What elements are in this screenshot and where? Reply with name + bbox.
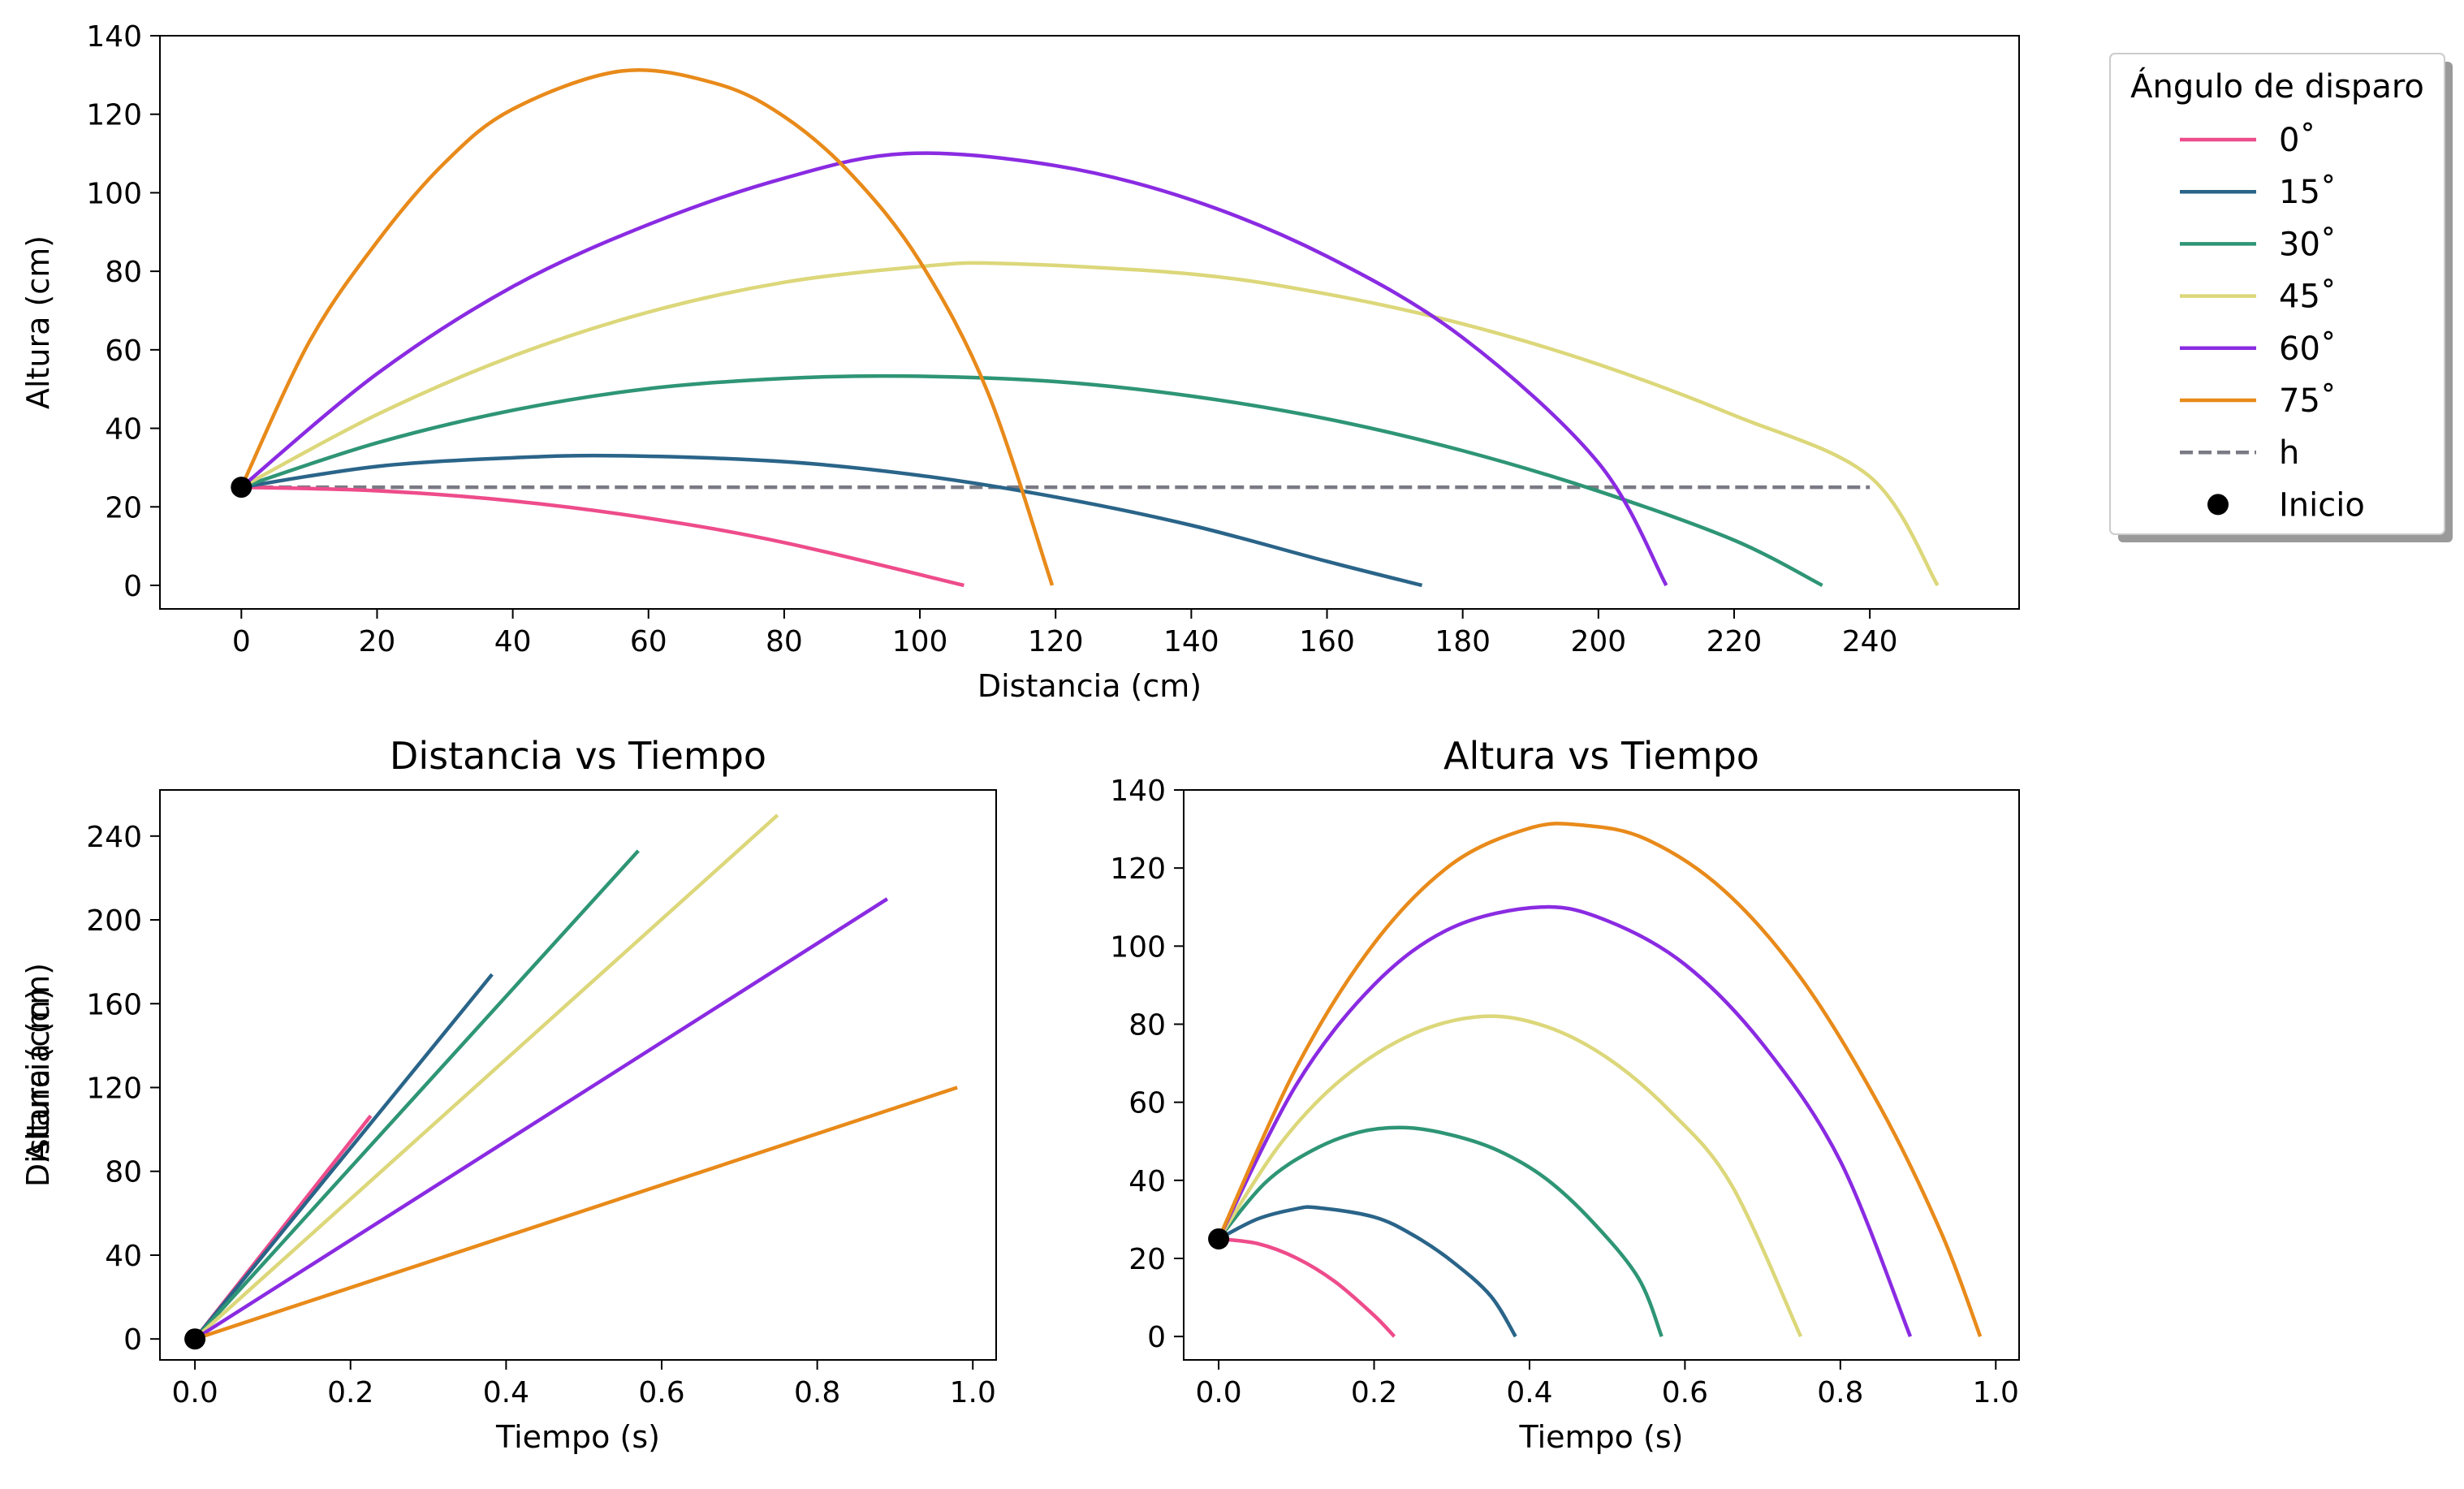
height-time-frame bbox=[1183, 789, 2020, 1361]
legend-title: Ángulo de disparo bbox=[2130, 67, 2424, 106]
distance-time-xtick-label: 1.0 bbox=[950, 1376, 996, 1409]
height-time-xtick-label: 0.2 bbox=[1351, 1376, 1397, 1409]
trajectory-series-line-5 bbox=[239, 67, 1055, 586]
distance-time-series-line-1 bbox=[193, 973, 494, 1340]
trajectory-xtick-label: 20 bbox=[359, 625, 396, 658]
trajectory-ytick-label: 40 bbox=[105, 413, 142, 447]
trajectory-xtick-label: 60 bbox=[630, 625, 667, 658]
trajectory-ytick-label: 60 bbox=[105, 334, 142, 368]
trajectory-xtick-label: 240 bbox=[1842, 625, 1898, 658]
trajectory-ytick-label: 100 bbox=[86, 177, 142, 210]
distance-time-series-line-4 bbox=[193, 897, 889, 1341]
height-time-xtick-label: 0.8 bbox=[1817, 1376, 1863, 1409]
trajectory-plot: 0 20 40 60 80 100 120 140 160 180 200 220 240 0 20 40 60… bbox=[20, 20, 2020, 704]
distance-time-ytick-label: 120 bbox=[86, 1072, 142, 1105]
height-vs-time-plot: 0.0 0.2 0.4 0.6 0.8 1.0 0 20 40 60 80 100 120 140 Tiem… bbox=[20, 734, 2020, 1455]
distance-time-series-line-3 bbox=[193, 814, 779, 1340]
height-time-series-line-2 bbox=[1217, 1125, 1664, 1337]
legend-label-1: 15˚ bbox=[2279, 174, 2337, 211]
legend-label-4: 60˚ bbox=[2279, 330, 2337, 368]
trajectory-xtick-label: 180 bbox=[1435, 625, 1491, 658]
distance-time-ytick-label: 0 bbox=[123, 1323, 142, 1357]
trajectory-ytick-label: 0 bbox=[123, 570, 142, 603]
trajectory-ytick-label: 20 bbox=[105, 491, 142, 524]
height-time-xtick-label: 0.0 bbox=[1195, 1376, 1241, 1409]
trajectory-xtick-label: 100 bbox=[892, 625, 948, 658]
trajectory-ytick-label: 140 bbox=[86, 20, 142, 54]
height-time-ytick-label: 60 bbox=[1128, 1087, 1166, 1120]
distance-time-ytick-label: 80 bbox=[105, 1156, 142, 1189]
legend-swatch-7 bbox=[2207, 494, 2229, 516]
distance-time-xtick-label: 0.4 bbox=[483, 1376, 529, 1409]
distance-time-ylabel: Distancia (cm) bbox=[20, 963, 56, 1187]
trajectory-ytick-label: 80 bbox=[105, 256, 142, 289]
height-time-series-line-1 bbox=[1218, 1205, 1517, 1338]
distance-time-ytick-label: 240 bbox=[86, 821, 142, 854]
legend: Ángulo de disparo 0˚ 15˚ 30˚ 45˚ 60˚ 75˚ h Inici… bbox=[2109, 53, 2453, 542]
trajectory-xtick-label: 160 bbox=[1299, 625, 1355, 658]
trajectory-frame bbox=[159, 35, 2020, 610]
height-time-ytick-label: 140 bbox=[1110, 775, 1166, 808]
trajectory-xtick-label: 140 bbox=[1163, 625, 1219, 658]
height-time-ytick-label: 100 bbox=[1110, 930, 1166, 964]
trajectory-xlabel: Distancia (cm) bbox=[977, 668, 1202, 704]
height-time-title: Altura vs Tiempo bbox=[1443, 734, 1759, 778]
distance-time-start-point bbox=[184, 1328, 206, 1350]
height-time-ytick-label: 80 bbox=[1128, 1008, 1166, 1042]
legend-label-3: 45˚ bbox=[2279, 278, 2337, 316]
distance-time-ytick-label: 200 bbox=[86, 904, 142, 938]
trajectory-xtick-label: 200 bbox=[1570, 625, 1626, 658]
distance-time-xtick-label: 0.2 bbox=[327, 1376, 373, 1409]
trajectory-xtick-label: 120 bbox=[1028, 625, 1084, 658]
distance-time-xtick-label: 0.8 bbox=[794, 1376, 840, 1409]
trajectory-ylabel: Altura (cm) bbox=[20, 235, 56, 409]
trajectory-xtick-label: 220 bbox=[1707, 625, 1763, 658]
height-time-xlabel: Tiempo (s) bbox=[1519, 1419, 1684, 1455]
distance-vs-time-plot: 0.0 0.2 0.4 0.6 0.8 1.0 0 40 80 120 160 200 240 Tiemp… bbox=[20, 734, 997, 1455]
height-time-start-point bbox=[1208, 1228, 1230, 1249]
legend-label-5: 75˚ bbox=[2279, 382, 2337, 420]
legend-label-2: 30˚ bbox=[2279, 226, 2337, 263]
height-time-ytick-label: 40 bbox=[1128, 1165, 1166, 1198]
height-time-series-line-5 bbox=[1217, 822, 1983, 1337]
distance-time-frame bbox=[159, 789, 997, 1361]
trajectory-series-line-1 bbox=[240, 453, 1423, 588]
height-time-series-line-4 bbox=[1217, 904, 1913, 1337]
height-time-ytick-label: 20 bbox=[1128, 1243, 1166, 1276]
height-time-ytick-label: 0 bbox=[1147, 1321, 1166, 1354]
trajectory-series-line-3 bbox=[240, 261, 1940, 587]
height-time-series-line-3 bbox=[1217, 1014, 1803, 1338]
trajectory-xtick-label: 80 bbox=[766, 625, 803, 658]
legend-label-7: Inicio bbox=[2279, 486, 2365, 524]
distance-time-title: Distancia vs Tiempo bbox=[390, 734, 766, 778]
height-time-series-line-0 bbox=[1218, 1237, 1396, 1338]
trajectory-series-line-4 bbox=[239, 151, 1668, 587]
height-time-xtick-label: 0.4 bbox=[1506, 1376, 1552, 1409]
legend-label-6: h bbox=[2279, 434, 2299, 472]
height-time-xtick-label: 0.6 bbox=[1662, 1376, 1708, 1409]
distance-time-xtick-label: 0.6 bbox=[638, 1376, 684, 1409]
distance-time-series-line-5 bbox=[194, 1085, 958, 1341]
trajectory-xtick-label: 0 bbox=[232, 625, 251, 658]
distance-time-xlabel: Tiempo (s) bbox=[495, 1419, 660, 1455]
legend-box bbox=[2109, 53, 2445, 535]
height-time-xtick-label: 1.0 bbox=[1973, 1376, 2019, 1409]
legend-label-0: 0˚ bbox=[2279, 122, 2315, 159]
trajectory-ytick-label: 120 bbox=[86, 99, 142, 132]
trajectory-xtick-label: 40 bbox=[494, 625, 532, 658]
height-time-ytick-label: 120 bbox=[1110, 852, 1166, 886]
distance-time-ytick-label: 160 bbox=[86, 988, 142, 1021]
distance-time-series-line-2 bbox=[193, 849, 640, 1340]
distance-time-ytick-label: 40 bbox=[105, 1240, 142, 1273]
trajectory-series-line-0 bbox=[241, 485, 964, 588]
distance-time-xtick-label: 0.0 bbox=[171, 1376, 218, 1409]
trajectory-start-point bbox=[231, 477, 252, 498]
height-time-ylabel: Altura (cm) bbox=[20, 988, 56, 1162]
trajectory-series-line-2 bbox=[240, 373, 1823, 587]
